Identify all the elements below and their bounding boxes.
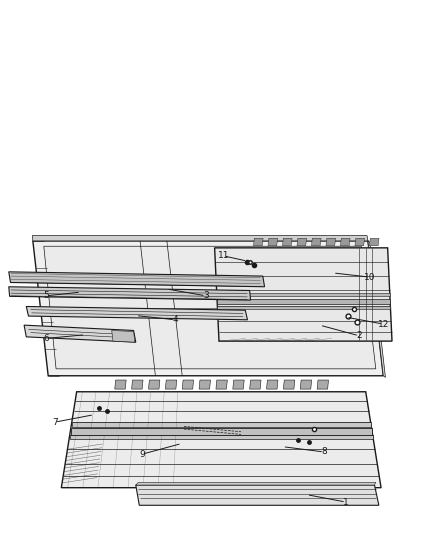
- Polygon shape: [268, 238, 278, 246]
- Polygon shape: [355, 238, 364, 246]
- Text: 12: 12: [378, 320, 389, 328]
- Polygon shape: [136, 485, 379, 505]
- Text: 3: 3: [203, 292, 209, 300]
- Polygon shape: [115, 380, 126, 389]
- Polygon shape: [368, 241, 385, 377]
- Polygon shape: [217, 299, 390, 304]
- Polygon shape: [71, 428, 371, 434]
- Polygon shape: [72, 423, 371, 427]
- Polygon shape: [340, 238, 350, 246]
- Polygon shape: [112, 330, 135, 342]
- Text: 6: 6: [43, 334, 49, 343]
- Polygon shape: [182, 380, 194, 389]
- Polygon shape: [199, 380, 210, 389]
- Polygon shape: [233, 380, 244, 389]
- Text: 7: 7: [52, 418, 58, 426]
- Text: 5: 5: [43, 292, 49, 300]
- Polygon shape: [254, 238, 263, 246]
- Polygon shape: [44, 246, 376, 369]
- Polygon shape: [33, 241, 383, 376]
- Polygon shape: [9, 272, 265, 287]
- Polygon shape: [148, 380, 160, 389]
- Polygon shape: [70, 435, 373, 439]
- Polygon shape: [317, 380, 328, 389]
- Polygon shape: [217, 306, 390, 309]
- Polygon shape: [215, 248, 392, 341]
- Polygon shape: [216, 380, 227, 389]
- Text: 9: 9: [139, 450, 145, 458]
- Polygon shape: [311, 238, 321, 246]
- Polygon shape: [283, 380, 295, 389]
- Polygon shape: [131, 380, 143, 389]
- Polygon shape: [24, 325, 136, 342]
- Text: 4: 4: [173, 316, 178, 324]
- Polygon shape: [26, 306, 247, 320]
- Polygon shape: [9, 287, 251, 300]
- Text: 2: 2: [357, 332, 362, 340]
- Polygon shape: [283, 238, 292, 246]
- Polygon shape: [326, 238, 336, 246]
- Text: 1: 1: [343, 498, 349, 506]
- Polygon shape: [300, 380, 311, 389]
- Polygon shape: [32, 236, 368, 241]
- Polygon shape: [61, 392, 381, 488]
- Polygon shape: [165, 380, 177, 389]
- Polygon shape: [250, 380, 261, 389]
- Polygon shape: [266, 380, 278, 389]
- Polygon shape: [136, 482, 376, 485]
- Text: 11: 11: [218, 252, 229, 260]
- Text: 10: 10: [364, 273, 376, 281]
- Polygon shape: [297, 238, 307, 246]
- Text: 8: 8: [321, 448, 327, 456]
- Polygon shape: [369, 238, 379, 246]
- Polygon shape: [217, 293, 390, 296]
